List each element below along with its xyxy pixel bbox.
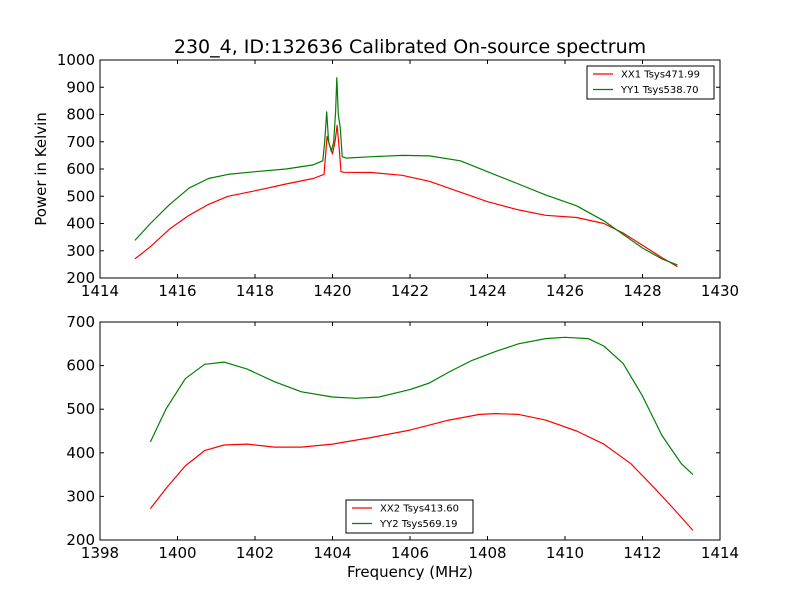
top-ytick-label: 200 xyxy=(66,269,95,287)
bottom-xtick-label: 1402 xyxy=(236,544,274,562)
top-xtick-label: 1414 xyxy=(81,282,119,300)
bottom-legend-label-yy2: YY2 Tsys569.19 xyxy=(379,519,458,530)
top-xtick-label: 1430 xyxy=(701,282,739,300)
bottom-xtick-label: 1404 xyxy=(313,544,351,562)
bottom-plot-xlabel: Frequency (MHz) xyxy=(347,563,473,581)
bottom-plot-tick-labels: 1398 1400 1402 1404 1406 1408 1410 1412 1414 200 3… xyxy=(66,313,739,562)
bottom-ytick-label: 700 xyxy=(66,313,95,331)
bottom-xtick-label: 1412 xyxy=(623,544,661,562)
top-plot-tick-labels: 1414 1416 1418 1420 1422 1424 1426 1428 1430 200 3… xyxy=(57,51,739,300)
top-ytick-label: 600 xyxy=(66,160,95,178)
top-xtick-label: 1418 xyxy=(236,282,274,300)
bottom-xtick-label: 1400 xyxy=(158,544,196,562)
top-legend-label-yy1: YY1 Tsys538.70 xyxy=(620,85,699,96)
bottom-ytick-label: 400 xyxy=(66,444,95,462)
bottom-ytick-label: 200 xyxy=(66,531,95,549)
bottom-xtick-label: 1410 xyxy=(546,544,584,562)
top-plot: 1414 1416 1418 1420 1422 1424 1426 1428 1430 200 3… xyxy=(32,51,739,300)
top-legend-box xyxy=(586,65,715,100)
bottom-xtick-label: 1408 xyxy=(468,544,506,562)
top-xtick-label: 1416 xyxy=(158,282,196,300)
bottom-xtick-label: 1398 xyxy=(81,544,119,562)
bottom-plot: 1398 1400 1402 1404 1406 1408 1410 1412 1414 200 3… xyxy=(66,313,739,581)
top-ytick-label: 700 xyxy=(66,133,95,151)
top-xtick-label: 1422 xyxy=(391,282,429,300)
bottom-plot-border xyxy=(99,321,721,541)
top-plot-legend: XX1 Tsys471.99 YY1 Tsys538.70 xyxy=(586,65,715,100)
top-xtick-label: 1428 xyxy=(623,282,661,300)
top-ytick-label: 400 xyxy=(66,215,95,233)
bottom-ytick-label: 300 xyxy=(66,487,95,505)
bottom-xtick-label: 1414 xyxy=(701,544,739,562)
top-xtick-label: 1424 xyxy=(468,282,506,300)
top-series-line-xx xyxy=(134,124,678,268)
figure-title: 230_4, ID:132636 Calibrated On-source sp… xyxy=(174,36,646,58)
bottom-plot-legend: XX2 Tsys413.60 YY2 Tsys569.19 xyxy=(345,499,474,534)
top-xtick-label: 1420 xyxy=(313,282,351,300)
bottom-series-line-yy xyxy=(149,336,694,476)
top-ytick-label: 500 xyxy=(66,187,95,205)
bottom-xtick-label: 1406 xyxy=(391,544,429,562)
top-ytick-label: 900 xyxy=(66,78,95,96)
bottom-plot-lines xyxy=(149,336,694,531)
top-ytick-label: 300 xyxy=(66,242,95,260)
bottom-ytick-label: 500 xyxy=(66,400,95,418)
top-plot-border xyxy=(99,59,721,279)
top-legend-label-xx1: XX1 Tsys471.99 xyxy=(621,70,700,81)
top-xtick-label: 1426 xyxy=(546,282,584,300)
top-plot-ylabel: Power in Kelvin xyxy=(32,112,50,226)
bottom-ytick-label: 600 xyxy=(66,357,95,375)
top-ytick-label: 1000 xyxy=(57,51,95,69)
bottom-legend-label-xx2: XX2 Tsys413.60 xyxy=(380,504,459,515)
bottom-legend-box xyxy=(345,499,474,534)
top-plot-lines xyxy=(134,77,678,268)
top-series-line-yy xyxy=(134,77,678,266)
top-ytick-label: 800 xyxy=(66,106,95,124)
bottom-series-line-xx xyxy=(149,413,694,531)
